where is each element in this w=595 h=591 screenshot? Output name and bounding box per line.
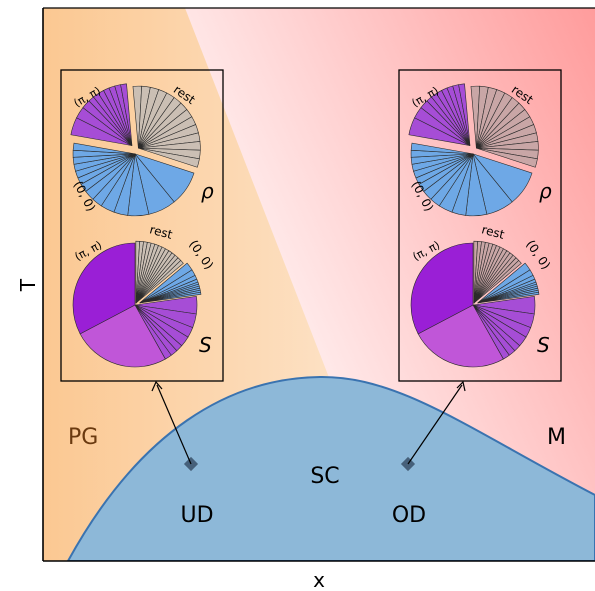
pie-wedge <box>473 260 522 304</box>
pie-wedge <box>458 83 471 146</box>
pie-wedge <box>417 304 504 368</box>
pie-wedge <box>120 83 133 146</box>
ud-rho-symbol: ρ <box>201 179 214 203</box>
ud-arrowhead <box>151 380 163 392</box>
ud-s-pie <box>72 240 202 368</box>
od-s-pie <box>410 240 540 368</box>
od-label: OD <box>392 503 426 528</box>
pie-wedge <box>477 291 540 304</box>
pie-wedge <box>410 242 474 335</box>
od-s-symbol: S <box>537 333 550 357</box>
pie-wedge <box>135 260 184 304</box>
pg-label: PG <box>68 425 98 450</box>
sc-dome <box>66 375 595 561</box>
m-label: M <box>547 425 566 450</box>
ud-arrow <box>156 384 192 465</box>
pie-wedge <box>138 147 200 168</box>
ud-s-rest-label: rest <box>148 222 174 242</box>
od-arrowhead <box>456 380 466 392</box>
pie-wedge <box>79 304 166 368</box>
sc-label: SC <box>310 464 339 489</box>
od-s-rest-label: rest <box>480 222 506 242</box>
pie-wedge <box>72 242 136 335</box>
ud-label: UD <box>180 503 213 528</box>
od-rho-pie <box>408 83 539 217</box>
pie-wedge <box>476 147 538 168</box>
pie-wedge <box>139 291 202 304</box>
pie-wedge <box>410 142 474 155</box>
od-inset-box <box>398 69 562 382</box>
od-rho-symbol: ρ <box>539 179 552 203</box>
pie-wedge <box>72 142 136 155</box>
x-axis-label: x <box>313 568 325 591</box>
ud-inset-box <box>60 69 224 382</box>
ud-s-symbol: S <box>199 333 212 357</box>
od-arrow <box>407 384 463 465</box>
ud-rho-pie <box>70 83 201 217</box>
y-axis-label: T <box>16 278 40 292</box>
